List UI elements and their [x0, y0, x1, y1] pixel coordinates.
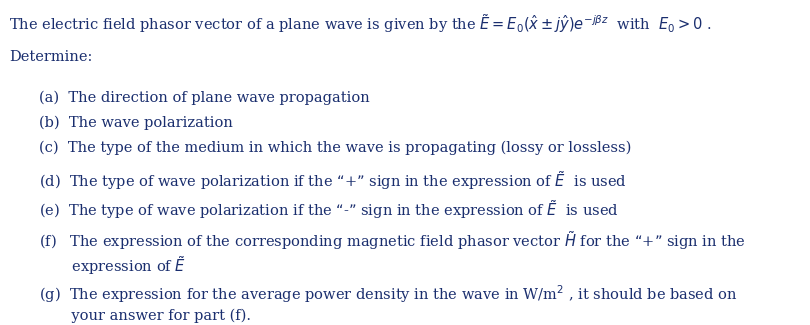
Text: Determine:: Determine:	[9, 50, 92, 64]
Text: (g)  The expression for the average power density in the wave in W/m$^2$ , it sh: (g) The expression for the average power…	[39, 283, 737, 305]
Text: (d)  The type of wave polarization if the “+” sign in the expression of $\tilde{: (d) The type of wave polarization if the…	[39, 169, 627, 192]
Text: (e)  The type of wave polarization if the “-” sign in the expression of $\tilde{: (e) The type of wave polarization if the…	[39, 198, 619, 221]
Text: (b)  The wave polarization: (b) The wave polarization	[39, 116, 232, 130]
Text: your answer for part (f).: your answer for part (f).	[39, 308, 251, 323]
Text: (a)  The direction of plane wave propagation: (a) The direction of plane wave propagat…	[39, 91, 369, 105]
Text: (f)   The expression of the corresponding magnetic field phasor vector $\tilde{H: (f) The expression of the corresponding …	[39, 229, 746, 252]
Text: (c)  The type of the medium in which the wave is propagating (lossy or lossless): (c) The type of the medium in which the …	[39, 141, 631, 155]
Text: expression of $\tilde{E}$: expression of $\tilde{E}$	[39, 255, 186, 278]
Text: The electric field phasor vector of a plane wave is given by the $\tilde{E} = E_: The electric field phasor vector of a pl…	[9, 12, 712, 34]
